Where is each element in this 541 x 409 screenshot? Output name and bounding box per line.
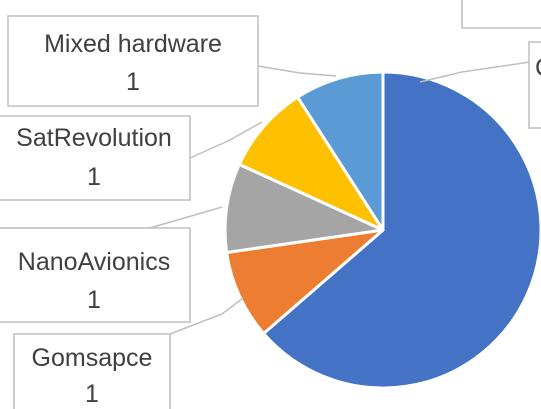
callout-box-nanoavionics [0,227,191,323]
callout-label-satrevolution: SatRevolution [16,124,172,152]
callout-box-mixed-hardware [7,15,259,107]
callout-value-gomsapce: 1 [85,380,99,408]
leader-mixed-hardware [257,65,337,77]
callout-label-nanoavionics: NanoAvionics [18,248,170,276]
pie-slice-mixed-hardware [296,70,385,232]
callout-box-gomsapce [13,333,171,409]
callout-box-c [528,41,541,129]
callout-box-c-top [461,0,541,29]
leader-nanoavionics [0,206,223,229]
leader-gomsapce [169,297,244,335]
callout-label-gomsapce: Gomsapce [32,344,153,372]
pie-slice-c [262,70,541,390]
pie-slice-satrevolution [237,95,385,232]
callout-box-satrevolution [0,115,191,201]
pie-slice-nanoavionics [223,162,385,254]
leader-satrevolution [189,121,263,159]
callout-value-satrevolution: 1 [87,163,101,191]
pie-slices [223,70,541,390]
callout-label-c: C [535,54,541,82]
pie-slice-gomsapce [225,228,385,335]
callout-value-mixed-hardware: 1 [126,68,140,96]
callout-label-mixed-hardware: Mixed hardware [44,30,222,58]
leader-c [419,61,531,83]
callout-texts: C Gomsapce 1 NanoAvionics 1 SatRevolutio… [16,30,541,408]
callout-value-nanoavionics: 1 [87,286,101,314]
